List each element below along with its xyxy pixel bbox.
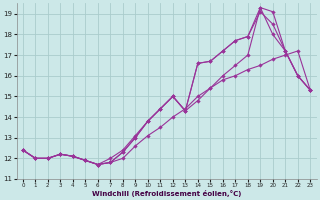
X-axis label: Windchill (Refroidissement éolien,°C): Windchill (Refroidissement éolien,°C) [92, 190, 241, 197]
